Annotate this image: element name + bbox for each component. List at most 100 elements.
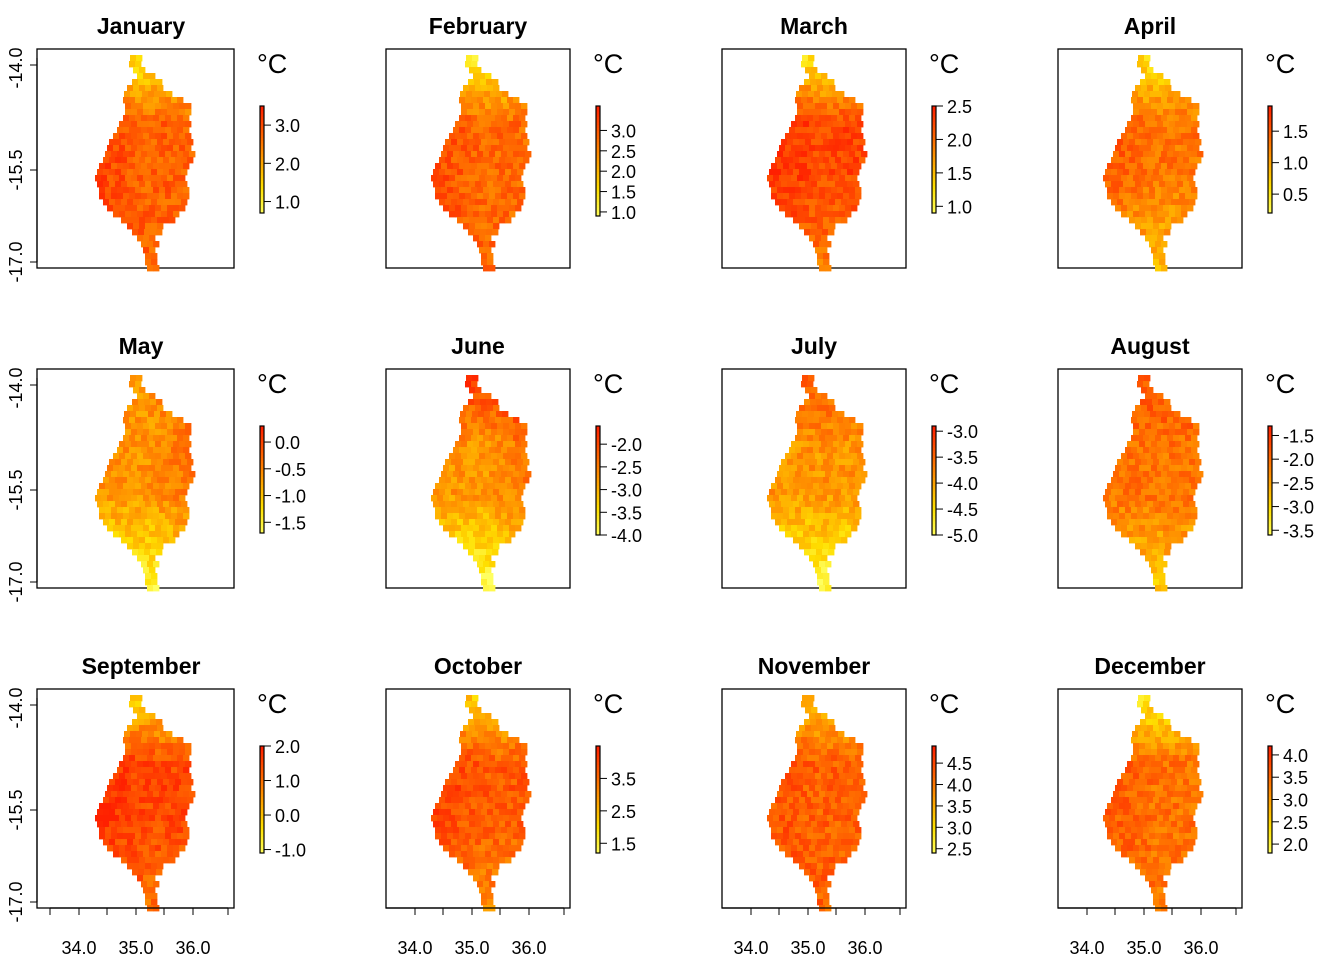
colorbar-segment (932, 746, 936, 750)
raster-cell (119, 851, 126, 858)
raster-cell (1137, 115, 1144, 122)
raster-cell (1132, 91, 1139, 98)
raster-cell (467, 773, 474, 780)
colorbar-tick-label: 1.5 (1283, 122, 1308, 142)
colorbar-segment (596, 839, 600, 843)
raster-cell (161, 845, 168, 852)
panel-title: October (434, 653, 522, 679)
raster-cell (1159, 579, 1166, 586)
raster-cell (477, 755, 484, 762)
raster-cell (826, 411, 833, 418)
raster-cell (805, 543, 812, 550)
raster-cell (465, 791, 472, 798)
raster-cell (1105, 821, 1112, 828)
raster-cell (804, 229, 811, 236)
raster-cell (175, 157, 182, 164)
colorbar-segment (932, 135, 936, 139)
raster-cell (127, 459, 134, 466)
raster-cell (131, 495, 138, 502)
colorbar-segment (260, 756, 264, 760)
raster-cell (1133, 109, 1140, 116)
raster-cell (447, 471, 454, 478)
raster-cell (451, 519, 458, 526)
raster-cell (157, 199, 164, 206)
raster-cell (480, 399, 487, 406)
raster-cell (171, 791, 178, 798)
raster-cell (1175, 453, 1182, 460)
raster-cell (843, 827, 850, 834)
raster-cell (804, 869, 811, 876)
raster-cell (443, 205, 450, 212)
raster-cell (1149, 483, 1156, 490)
raster-cell (791, 495, 798, 502)
colorbar-segment (260, 746, 264, 750)
raster-cell (451, 839, 458, 846)
colorbar-segment (932, 108, 936, 112)
raster-cell (1165, 199, 1172, 206)
raster-cell (173, 211, 180, 218)
raster-cell (1173, 791, 1180, 798)
y-tick-label: -15.5 (6, 149, 26, 190)
raster-cell (853, 519, 860, 526)
raster-cell (132, 229, 139, 236)
raster-cell (837, 483, 844, 490)
raster-cell (179, 103, 186, 110)
raster-cell (521, 465, 528, 472)
raster-cell (809, 531, 816, 538)
raster-cell (841, 519, 848, 526)
raster-cell (1140, 719, 1147, 726)
colorbar-tick-label: -2.0 (1283, 450, 1314, 470)
raster-cell (459, 513, 466, 520)
raster-cell (159, 163, 166, 170)
colorbar-segment (596, 139, 600, 143)
raster-cell (179, 121, 186, 128)
raster-cell (133, 405, 140, 412)
x-tick-label: 35.0 (1126, 938, 1161, 958)
colorbar-segment (932, 499, 936, 503)
raster-cell (829, 459, 836, 466)
raster-cell (807, 61, 814, 68)
raster-cell (843, 791, 850, 798)
raster-cell (771, 833, 778, 840)
raster-cell (845, 749, 852, 756)
colorbar-tick-label: -3.5 (947, 448, 978, 468)
raster-cell (835, 519, 842, 526)
raster-cell (145, 459, 152, 466)
raster-cell (1181, 121, 1188, 128)
raster-cell (1151, 495, 1158, 502)
raster-cell (795, 447, 802, 454)
raster-cell (141, 471, 148, 478)
raster-cell (469, 169, 476, 176)
raster-cell (143, 429, 150, 436)
raster-cell (123, 151, 130, 158)
raster-cell (839, 773, 846, 780)
raster-cell (1155, 163, 1162, 170)
raster-cell (823, 253, 830, 260)
raster-cell (835, 797, 842, 804)
raster-cell (815, 121, 822, 128)
raster-cell (149, 441, 156, 448)
raster-cell (449, 133, 456, 140)
raster-cell (457, 809, 464, 816)
raster-cell (493, 797, 500, 804)
raster-cell (139, 779, 146, 786)
raster-cell (817, 779, 824, 786)
raster-cell (129, 381, 136, 388)
raster-cell (857, 121, 864, 128)
raster-cell (1151, 205, 1158, 212)
colorbar-segment (1268, 491, 1272, 495)
raster-cell (475, 157, 482, 164)
raster-cell (1149, 561, 1156, 568)
raster-cell (801, 833, 808, 840)
raster-cell (509, 785, 516, 792)
raster-cell (479, 133, 486, 140)
raster-cell (143, 495, 150, 502)
raster-cell (469, 519, 476, 526)
raster-cell (447, 513, 454, 520)
raster-cell (801, 97, 808, 104)
raster-cell (457, 489, 464, 496)
raster-cell (495, 755, 502, 762)
raster-cell (475, 169, 482, 176)
raster-cell (1185, 115, 1192, 122)
raster-cell (851, 441, 858, 448)
